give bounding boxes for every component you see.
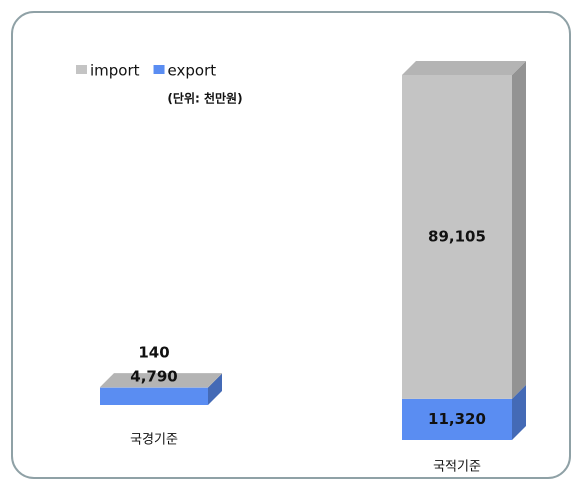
bar [100,387,208,405]
value-label: 4,790 [130,368,177,386]
bar-side [208,373,222,388]
chart-subtitle: (단위: 천만원) [167,91,242,106]
bar-top [100,373,222,388]
legend-swatch [153,65,165,74]
bar [100,387,208,388]
x-tick-label: 국적기준 [433,460,481,475]
bar [402,398,512,440]
bar-top [402,61,526,75]
legend-swatch [76,65,87,74]
bar [402,75,512,399]
x-tick-label: 국경기준 [130,433,178,448]
bar-side [512,384,526,440]
legend-label: export [168,62,217,80]
value-label: 89,105 [428,227,486,245]
legend-label: import [90,62,140,80]
bar-side [208,373,222,405]
value-label: 140 [138,344,169,362]
value-label: 11,320 [428,410,486,428]
bar-side [512,61,526,399]
